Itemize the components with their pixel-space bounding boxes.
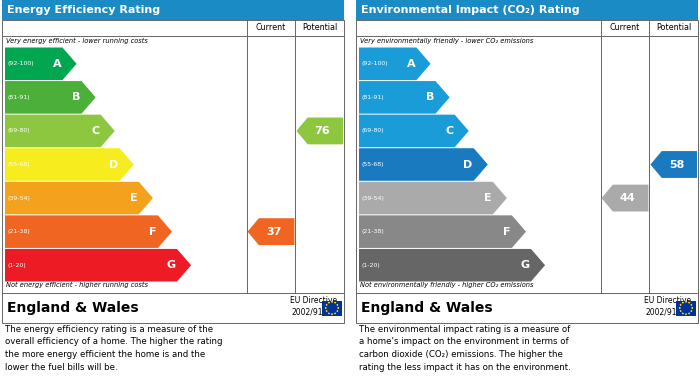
Text: England & Wales: England & Wales: [7, 301, 139, 315]
Polygon shape: [685, 300, 687, 303]
Polygon shape: [601, 185, 648, 212]
FancyBboxPatch shape: [2, 293, 344, 323]
Polygon shape: [690, 303, 693, 306]
Polygon shape: [685, 313, 687, 315]
Polygon shape: [5, 47, 76, 80]
Text: A: A: [407, 59, 416, 69]
Polygon shape: [359, 249, 545, 282]
Polygon shape: [691, 307, 694, 309]
Polygon shape: [690, 310, 693, 312]
Polygon shape: [688, 301, 690, 304]
Polygon shape: [359, 182, 507, 214]
Text: Very energy efficient - lower running costs: Very energy efficient - lower running co…: [6, 38, 148, 44]
Polygon shape: [359, 47, 430, 80]
Text: Environmental Impact (CO₂) Rating: Environmental Impact (CO₂) Rating: [361, 5, 580, 15]
Text: F: F: [503, 227, 511, 237]
Polygon shape: [326, 310, 328, 312]
Polygon shape: [679, 303, 682, 306]
Polygon shape: [5, 182, 153, 214]
Text: C: C: [445, 126, 454, 136]
Polygon shape: [678, 307, 681, 309]
Polygon shape: [328, 312, 330, 314]
Text: (69-80): (69-80): [362, 128, 384, 133]
FancyBboxPatch shape: [2, 20, 344, 293]
Polygon shape: [359, 148, 488, 181]
Text: (69-80): (69-80): [8, 128, 31, 133]
Text: (55-68): (55-68): [8, 162, 31, 167]
Polygon shape: [359, 115, 469, 147]
Polygon shape: [325, 307, 327, 309]
FancyBboxPatch shape: [322, 301, 342, 316]
Text: 58: 58: [669, 160, 684, 170]
Text: D: D: [109, 160, 119, 170]
Text: 37: 37: [266, 227, 281, 237]
Text: 44: 44: [620, 193, 636, 203]
Text: (1-20): (1-20): [362, 263, 381, 268]
Polygon shape: [326, 303, 328, 306]
FancyBboxPatch shape: [356, 293, 698, 323]
Text: Potential: Potential: [656, 23, 692, 32]
FancyBboxPatch shape: [356, 0, 698, 20]
Polygon shape: [337, 307, 340, 309]
Text: B: B: [426, 92, 435, 102]
Text: England & Wales: England & Wales: [361, 301, 493, 315]
FancyBboxPatch shape: [2, 0, 344, 20]
Polygon shape: [682, 301, 684, 304]
Text: (81-91): (81-91): [362, 95, 384, 100]
Text: (21-38): (21-38): [8, 229, 31, 234]
Polygon shape: [5, 148, 134, 181]
Polygon shape: [650, 151, 697, 178]
Text: The environmental impact rating is a measure of
a home's impact on the environme: The environmental impact rating is a mea…: [359, 325, 570, 371]
Text: (21-38): (21-38): [362, 229, 385, 234]
Polygon shape: [336, 303, 339, 306]
Polygon shape: [248, 218, 295, 245]
Polygon shape: [5, 215, 172, 248]
Polygon shape: [688, 312, 690, 314]
Text: Not energy efficient - higher running costs: Not energy efficient - higher running co…: [6, 282, 148, 288]
FancyBboxPatch shape: [676, 301, 696, 316]
Text: (39-54): (39-54): [362, 196, 385, 201]
Polygon shape: [334, 312, 337, 314]
Text: G: G: [521, 260, 530, 270]
Text: (39-54): (39-54): [8, 196, 31, 201]
Text: C: C: [92, 126, 99, 136]
FancyBboxPatch shape: [356, 20, 698, 293]
Text: EU Directive
2002/91/EC: EU Directive 2002/91/EC: [645, 296, 692, 316]
Polygon shape: [330, 313, 333, 315]
Text: Not environmentally friendly - higher CO₂ emissions: Not environmentally friendly - higher CO…: [360, 282, 533, 288]
Text: 76: 76: [315, 126, 330, 136]
Polygon shape: [359, 215, 526, 248]
Text: (1-20): (1-20): [8, 263, 27, 268]
Text: (81-91): (81-91): [8, 95, 31, 100]
Polygon shape: [296, 118, 343, 144]
Polygon shape: [334, 301, 337, 304]
Text: (92-100): (92-100): [8, 61, 34, 66]
Text: E: E: [484, 193, 492, 203]
Text: A: A: [52, 59, 62, 69]
Polygon shape: [330, 300, 333, 303]
Text: E: E: [130, 193, 138, 203]
Text: (92-100): (92-100): [362, 61, 389, 66]
Polygon shape: [5, 249, 191, 282]
Text: Potential: Potential: [302, 23, 337, 32]
Text: D: D: [463, 160, 473, 170]
Polygon shape: [359, 81, 449, 114]
Text: G: G: [167, 260, 176, 270]
Text: B: B: [72, 92, 80, 102]
Polygon shape: [328, 301, 330, 304]
Text: (55-68): (55-68): [362, 162, 384, 167]
Text: Current: Current: [610, 23, 640, 32]
Polygon shape: [336, 310, 339, 312]
Text: EU Directive
2002/91/EC: EU Directive 2002/91/EC: [290, 296, 337, 316]
Polygon shape: [5, 81, 96, 114]
Text: Energy Efficiency Rating: Energy Efficiency Rating: [7, 5, 160, 15]
Text: The energy efficiency rating is a measure of the
overall efficiency of a home. T: The energy efficiency rating is a measur…: [5, 325, 223, 371]
Text: Very environmentally friendly - lower CO₂ emissions: Very environmentally friendly - lower CO…: [360, 38, 533, 44]
Polygon shape: [679, 310, 682, 312]
Polygon shape: [682, 312, 684, 314]
Text: Current: Current: [256, 23, 286, 32]
Text: F: F: [149, 227, 157, 237]
Polygon shape: [5, 115, 115, 147]
